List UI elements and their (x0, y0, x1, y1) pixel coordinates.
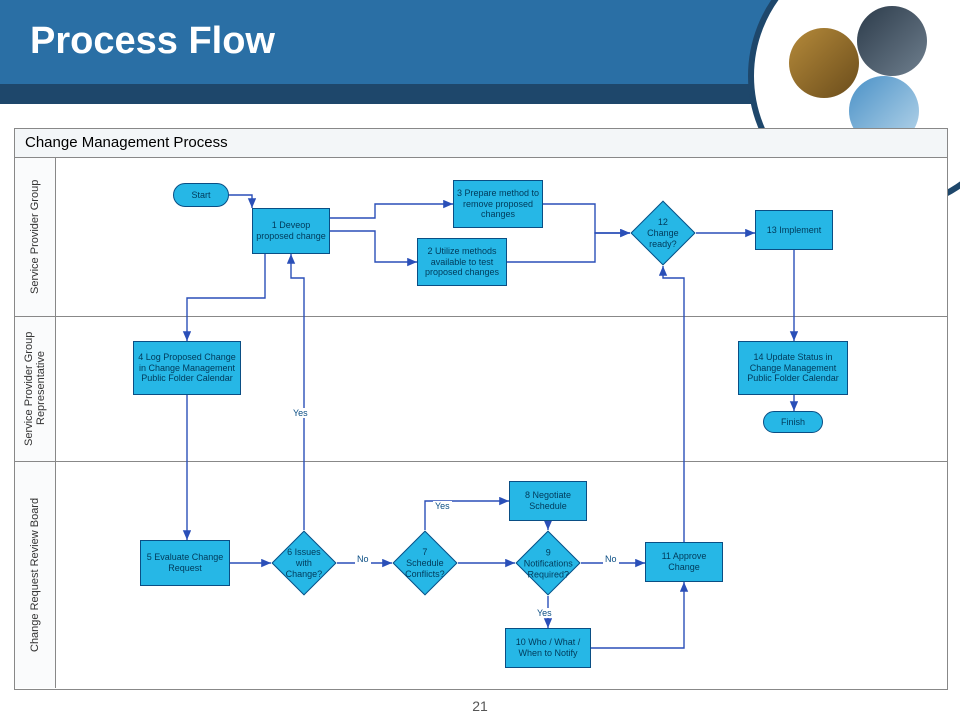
node-label: 7 Schedule Conflicts? (405, 547, 445, 579)
flow-node-n11: 11 Approve Change (645, 542, 723, 582)
flow-edge (543, 204, 630, 233)
flow-node-n1: 1 Deveop proposed change (252, 208, 330, 254)
flow-edge (507, 233, 630, 262)
deco-circle-icon (857, 6, 927, 76)
lane-label: Service Provider Group (15, 158, 55, 316)
page-number: 21 (0, 698, 960, 714)
flow-node-n5: 5 Evaluate Change Request (140, 540, 230, 586)
flow-node-finish: Finish (763, 411, 823, 433)
flow-node-n14: 14 Update Status in Change Management Pu… (738, 341, 848, 395)
flow-edge (330, 231, 417, 262)
flow-edge (229, 195, 252, 208)
flow-edge (591, 582, 684, 648)
node-label: 9 Notifications Required? (524, 547, 573, 579)
swimlanes: Service Provider GroupService Provider G… (15, 158, 947, 688)
flow-node-n4: 4 Log Proposed Change in Change Manageme… (133, 341, 241, 395)
flow-edge (663, 266, 684, 542)
deco-circle-icon (789, 28, 859, 98)
lane-label: Service Provider Group Representative (15, 316, 55, 461)
node-label: 12 Change ready? (643, 217, 683, 249)
flow-node-n2: 2 Utilize methods available to test prop… (417, 238, 507, 286)
flowchart-container: Change Management Process Service Provid… (14, 128, 948, 690)
flow-node-n8: 8 Negotiate Schedule (509, 481, 587, 521)
flow-edge (330, 204, 453, 218)
flow-node-n10: 10 Who / What / When to Notify (505, 628, 591, 668)
node-label: 6 Issues with Change? (284, 547, 324, 579)
flow-node-n13: 13 Implement (755, 210, 833, 250)
edge-label: No (603, 554, 619, 564)
flowchart-canvas: Start 1 Deveop proposed change 2 Utilize m… (55, 158, 947, 688)
edge-label: Yes (535, 608, 554, 618)
diagram-title: Change Management Process (15, 129, 947, 158)
lane-label: Change Request Review Board (15, 461, 55, 688)
edge-label: Yes (433, 501, 452, 511)
edge-label: Yes (291, 408, 310, 418)
flow-node-start: Start (173, 183, 229, 207)
edge-label: No (355, 554, 371, 564)
flow-edge (187, 254, 265, 341)
slide-title: Process Flow (30, 20, 275, 63)
flow-node-n3: 3 Prepare method to remove proposed chan… (453, 180, 543, 228)
flow-edge (291, 254, 304, 530)
